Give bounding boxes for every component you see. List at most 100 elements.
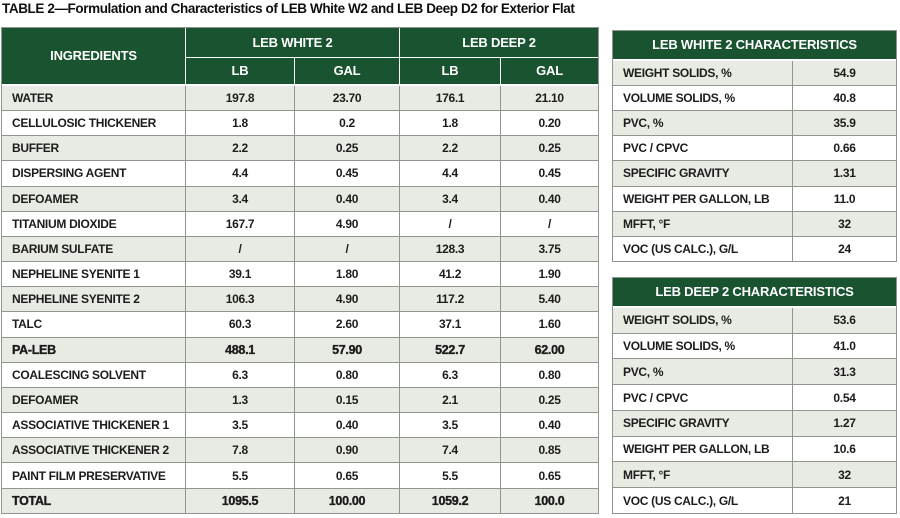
page-title: TABLE 2—Formulation and Characteristics … [2,1,575,16]
ingredient-value: 0.2 [293,110,401,137]
deep-gal-column-header: GAL [500,57,600,86]
leb-deep-characteristics-body: WEIGHT SOLIDS, % 53.6 VOLUME SOLIDS, % 41.0… [612,306,898,514]
ingredient-value: 3.75 [500,235,600,263]
ingredient-value: 2.60 [293,311,401,338]
characteristic-label: PVC, % [612,110,793,137]
characteristic-row: VOLUME SOLIDS, % 40.8 [612,84,897,112]
ingredient-value: / [500,210,600,237]
characteristic-row: PVC / CPVC 0.54 [612,384,898,411]
characteristic-row: SPECIFIC GRAVITY 1.31 [612,160,897,187]
ingredient-value: 5.40 [500,286,600,313]
ingredient-row: DISPERSING AGENT 4.4 0.45 4.4 0.45 [1,160,600,187]
ingredient-name: COALESCING SOLVENT [1,361,186,388]
characteristic-label: MFFT, °F [612,461,793,489]
formulation-table: INGREDIENTS LEB WHITE 2 LEB DEEP 2 LB GA… [1,27,600,515]
characteristic-row: VOC (US CALC.), G/L 21 [612,487,898,514]
ingredient-name: WATER [1,83,186,112]
ingredient-value: 3.4 [399,185,502,212]
ingredient-row: BUFFER 2.2 0.25 2.2 0.25 [1,135,600,162]
ingredient-value: 0.65 [293,462,401,489]
characteristic-value: 40.8 [792,84,897,112]
leb-white-characteristics-header: LEB WHITE 2 CHARACTERISTICS [612,30,897,61]
ingredient-value: 0.45 [293,160,401,187]
ingredient-value: 2.2 [185,135,295,162]
ingredient-row: TITANIUM DIOXIDE 167.7 4.90// [1,210,600,237]
ingredient-value: / [399,210,502,237]
characteristic-value: 10.6 [791,435,898,463]
ingredient-name: BARIUM SULFATE [1,235,186,263]
ingredient-row: ASSOCIATIVE THICKENER 2 7.8 0.90 7.4 0.85 [1,437,600,464]
characteristic-value: 0.54 [791,384,898,411]
ingredient-name: DEFOAMER [1,386,186,414]
ingredient-value: 0.15 [293,386,401,414]
ingredient-value: 5.5 [399,462,502,489]
characteristic-label: WEIGHT SOLIDS, % [612,59,793,86]
characteristic-row: MFFT, °F 32 [612,210,897,237]
ingredient-row: TALC 60.3 2.60 37.1 1.60 [1,311,600,338]
ingredient-value: 100.0 [500,487,600,515]
leb-deep-characteristics-header: LEB DEEP 2 CHARACTERISTICS [611,277,898,308]
char-header-row: LEB WHITE 2 CHARACTERISTICS [612,30,897,61]
ingredient-name: PA-LEB [1,336,186,363]
characteristic-label: WEIGHT PER GALLON, LB [612,185,793,212]
ingredient-value: 6.3 [185,361,295,388]
leb-deep-characteristics-title: LEB DEEP 2 CHARACTERISTICS [611,277,898,308]
characteristic-label: WEIGHT PER GALLON, LB [612,435,793,463]
ingredients-column-header: INGREDIENTS [1,27,186,86]
characteristic-label: VOC (US CALC.), G/L [612,235,793,263]
characteristic-label: WEIGHT SOLIDS, % [612,306,793,334]
ingredient-value: 0.25 [500,135,600,162]
ingredient-value: 3.5 [185,412,295,439]
characteristic-label: PVC, % [612,358,793,386]
characteristic-row: PVC, % 31.3 [612,358,898,386]
ingredient-value: 4.90 [293,210,401,237]
ingredient-value: 0.25 [293,135,401,162]
ingredient-value: 0.80 [500,361,600,388]
ingredient-value: 4.4 [399,160,502,187]
ingredient-value: 0.80 [293,361,401,388]
characteristic-value: 53.6 [791,306,898,334]
ingredient-value: 57.90 [293,336,401,363]
ingredient-value: 3.5 [399,412,502,439]
leb-white-characteristics-table: LEB WHITE 2 CHARACTERISTICS WEIGHT SOLID… [612,30,897,263]
characteristic-value: 0.66 [792,135,897,162]
ingredient-name: PAINT FILM PRESERVATIVE [1,462,186,489]
characteristic-value: 1.27 [791,409,898,437]
characteristic-row: SPECIFIC GRAVITY 1.27 [612,409,898,437]
ingredient-value: 176.1 [399,83,502,112]
ingredient-value: 0.90 [293,437,401,464]
characteristic-value: 11.0 [792,185,897,212]
ingredient-name: ASSOCIATIVE THICKENER 1 [1,412,186,439]
ingredient-value: 0.40 [293,185,401,212]
ingredient-row: NEPHELINE SYENITE 2 106.3 4.90 117.2 5.40 [1,286,600,313]
ingredient-value: 2.1 [399,386,502,414]
ingredient-row: NEPHELINE SYENITE 1 39.1 1.80 41.2 1.90 [1,261,600,288]
ingredient-value: 3.4 [185,185,295,212]
characteristic-row: PVC / CPVC 0.66 [612,135,897,162]
ingredient-row: DEFOAMER 3.4 0.40 3.4 0.40 [1,185,600,212]
ingredient-value: 23.70 [293,83,401,112]
ingredient-row: TOTAL 1095.5 100.00 1059.2 100.0 [1,487,600,515]
characteristic-label: VOLUME SOLIDS, % [612,332,793,360]
ingredient-value: 39.1 [185,261,295,288]
ingredient-value: 1095.5 [185,487,295,515]
ingredient-name: TITANIUM DIOXIDE [1,210,186,237]
ingredient-value: 2.2 [399,135,502,162]
ingredient-row: COALESCING SOLVENT 6.3 0.80 6.3 0.80 [1,361,600,388]
characteristic-label: VOC (US CALC.), G/L [612,487,793,514]
characteristic-row: WEIGHT SOLIDS, % 54.9 [612,59,897,86]
ingredient-row: ASSOCIATIVE THICKENER 1 3.5 0.40 3.5 0.40 [1,412,600,439]
ingredient-value: 522.7 [399,336,502,363]
ingredient-value: 60.3 [185,311,295,338]
ingredient-value: 37.1 [399,311,502,338]
ingredient-value: 100.00 [293,487,401,515]
ingredient-value: 1.60 [500,311,600,338]
group-header-row: INGREDIENTS LEB WHITE 2 LEB DEEP 2 [1,27,600,86]
leb-white-characteristics-title: LEB WHITE 2 CHARACTERISTICS [612,30,897,61]
leb-deep-characteristics-table: LEB DEEP 2 CHARACTERISTICS WEIGHT SOLIDS… [611,277,898,514]
ingredient-value: 1.90 [500,261,600,288]
ingredient-value: 197.8 [185,83,295,112]
ingredient-value: 1059.2 [399,487,502,515]
ingredient-name: DISPERSING AGENT [1,160,186,187]
characteristic-value: 41.0 [791,332,898,360]
